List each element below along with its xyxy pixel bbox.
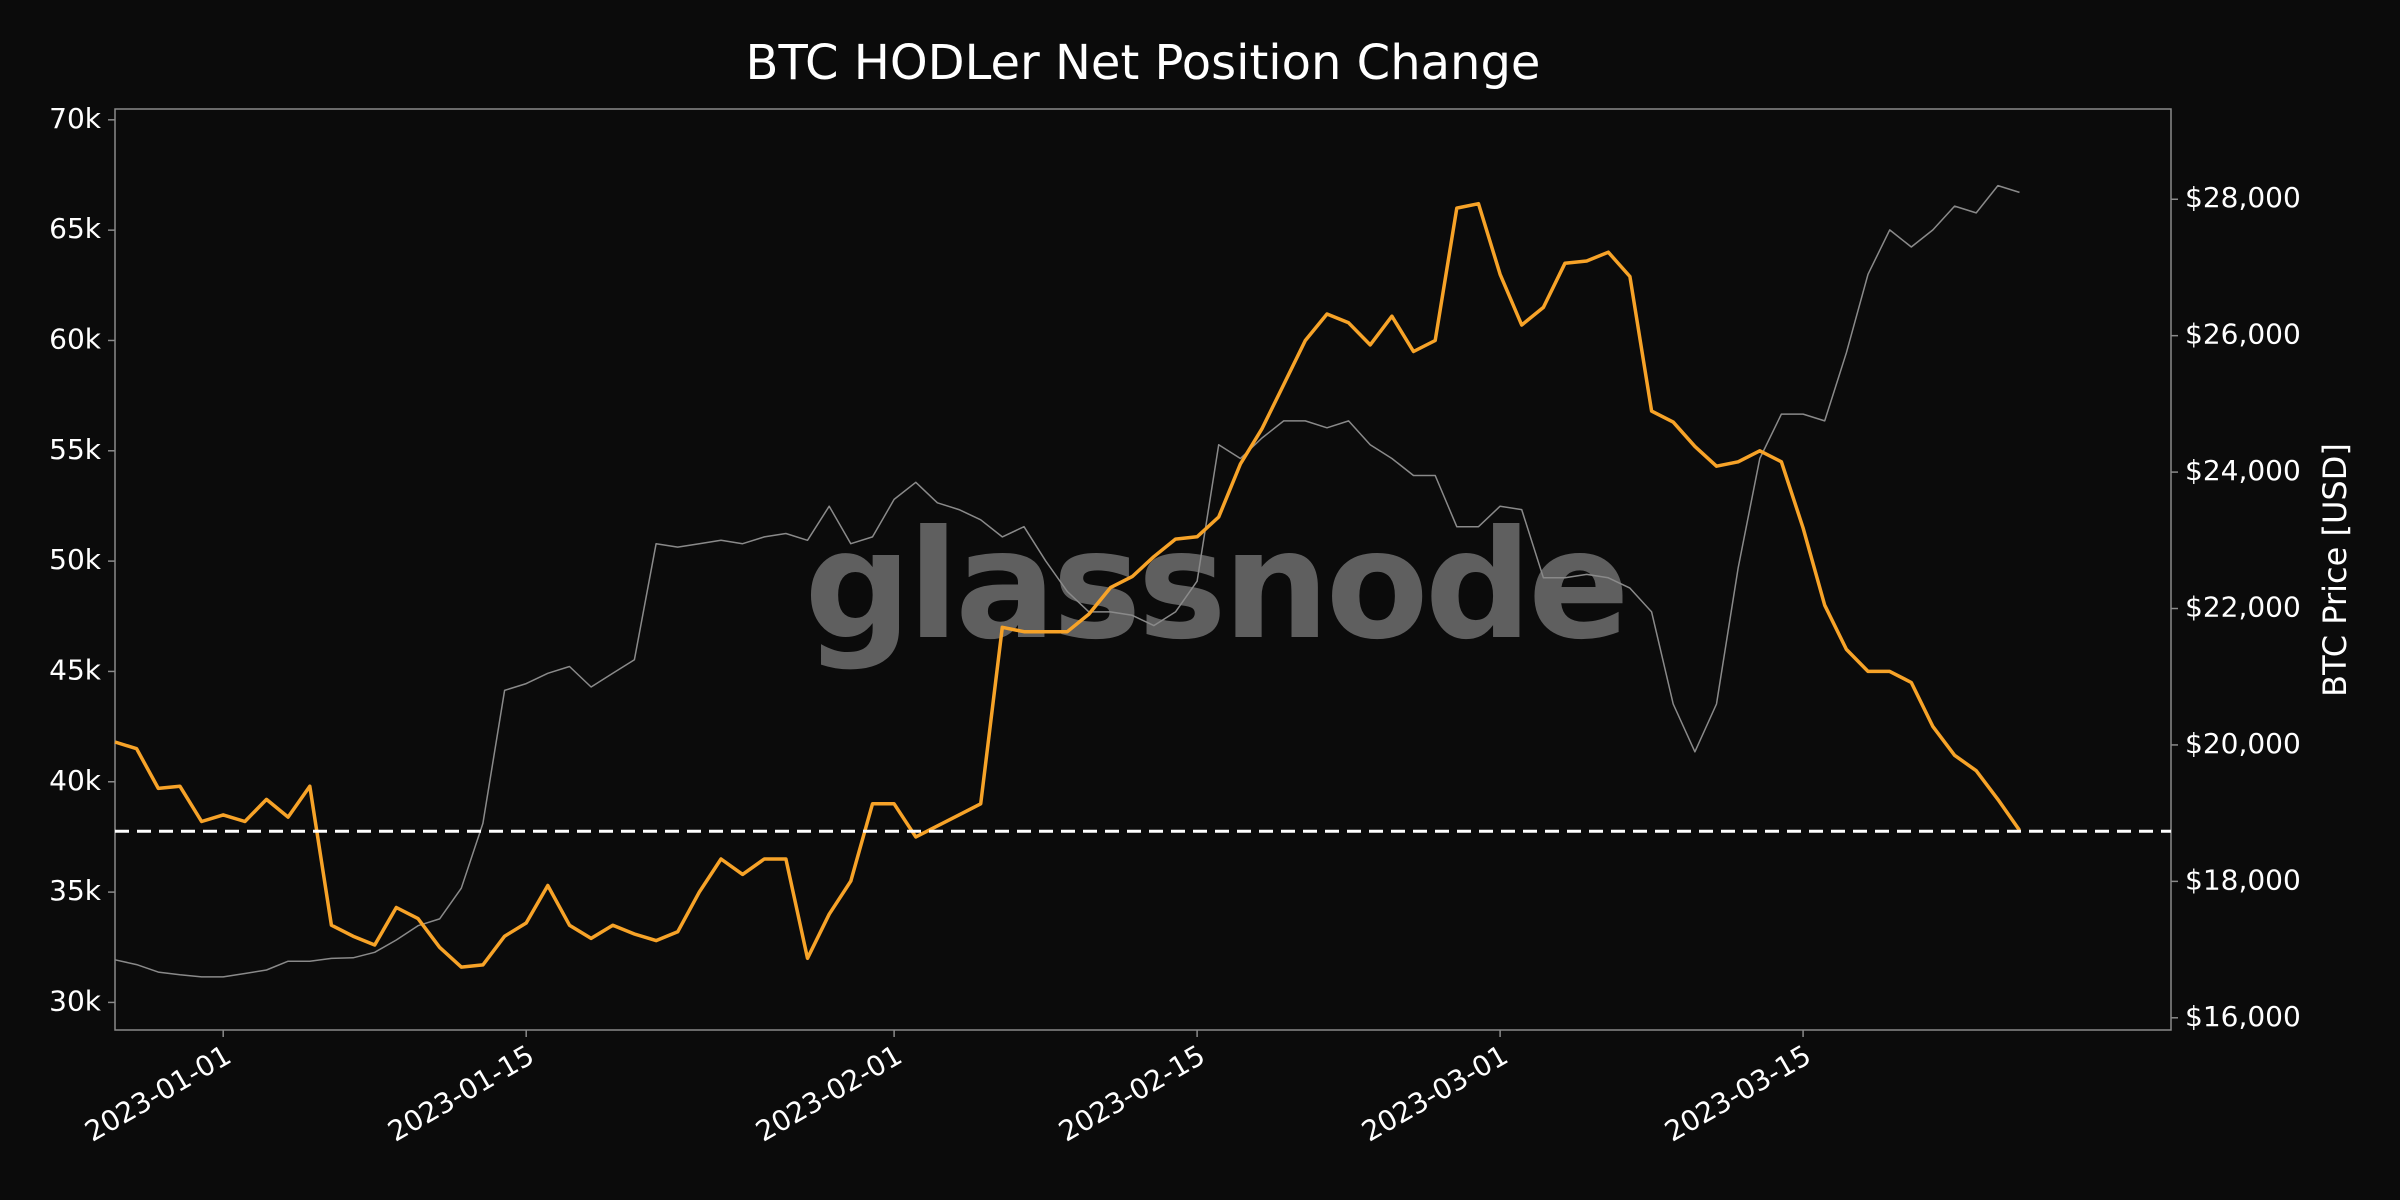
y2-tick-label: $24,000 [2185, 454, 2301, 487]
y-tick-label: 35k [49, 874, 102, 907]
y2-tick-label: $20,000 [2185, 727, 2301, 760]
chart-title: BTC HODLer Net Position Change [746, 35, 1541, 91]
y-tick-label: 50k [49, 543, 102, 576]
y2-axis-label: BTC Price [USD] [2316, 443, 2354, 697]
y-tick-label: 55k [49, 433, 102, 466]
y-tick-label: 40k [49, 764, 102, 797]
y2-tick-label: $22,000 [2185, 591, 2301, 624]
price-line [114, 184, 2020, 978]
y-tick-label: 65k [49, 212, 102, 245]
watermark: glassnode [804, 499, 1626, 673]
y2-tick-label: $28,000 [2185, 181, 2301, 214]
y2-tick-label: $18,000 [2185, 863, 2301, 896]
y-tick-label: 30k [49, 984, 102, 1017]
y2-tick-label: $26,000 [2185, 318, 2301, 351]
y-tick-label: 60k [49, 322, 102, 355]
y2-tick-label: $16,000 [2185, 1000, 2301, 1033]
plot-frame [114, 108, 2172, 1031]
series-line [114, 201, 2021, 969]
y-tick-label: 45k [49, 653, 102, 686]
y-tick-label: 70k [49, 102, 102, 135]
